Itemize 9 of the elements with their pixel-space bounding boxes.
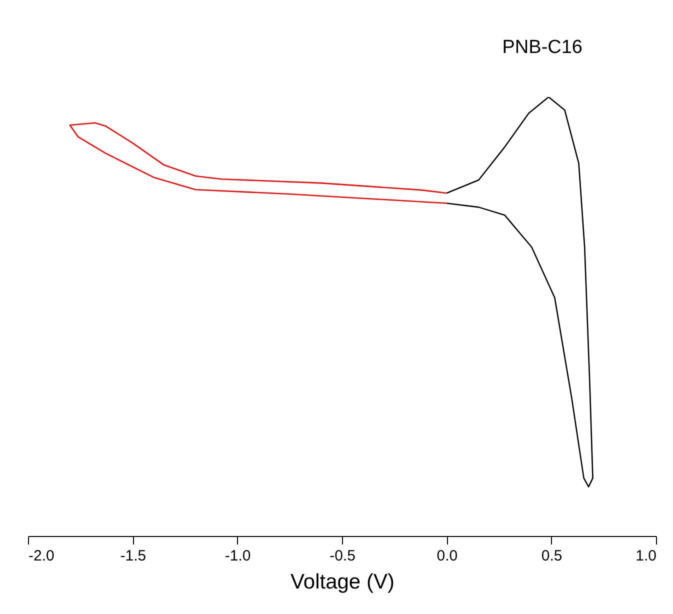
x-tick-label: 1.0 (636, 548, 656, 564)
x-tick-label: 0.5 (541, 548, 562, 564)
x-axis-title: Voltage (V) (290, 570, 394, 594)
x-tick-label: 0.0 (436, 548, 458, 564)
x-tick-label: -1.0 (224, 548, 251, 564)
chart-title: PNB-C16 (502, 37, 582, 58)
x-tick-label: -0.5 (330, 548, 356, 564)
x-tick-label: -1.5 (120, 548, 146, 564)
x-tick-label: -2.0 (28, 548, 54, 564)
